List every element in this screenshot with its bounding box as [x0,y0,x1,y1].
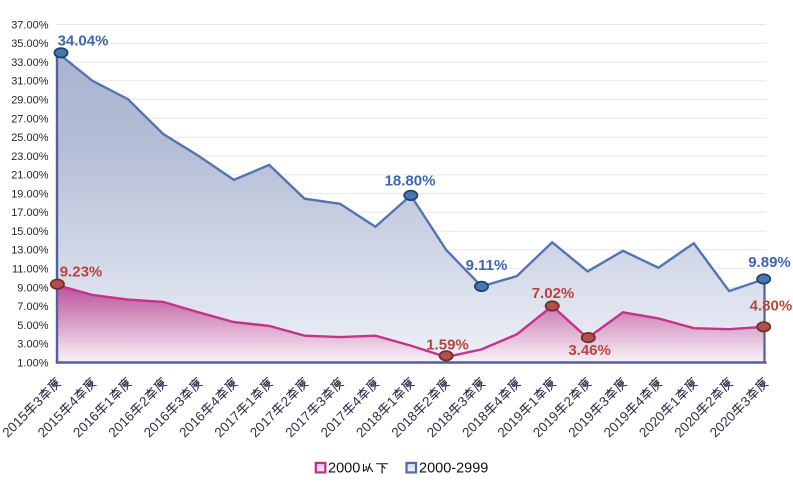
svg-text:2000-2999: 2000-2999 [419,461,488,477]
svg-text:33.00%: 33.00% [11,57,49,69]
svg-text:31.00%: 31.00% [11,76,49,88]
svg-text:23.00%: 23.00% [11,151,49,163]
svg-text:3.00%: 3.00% [17,339,48,351]
svg-text:1.00%: 1.00% [17,357,48,369]
svg-text:9.89%: 9.89% [748,254,791,271]
svg-text:15.00%: 15.00% [11,226,49,238]
svg-text:7.00%: 7.00% [17,301,48,313]
svg-text:35.00%: 35.00% [11,38,49,50]
svg-text:9.00%: 9.00% [17,282,48,294]
svg-text:27.00%: 27.00% [11,113,49,125]
svg-text:7.02%: 7.02% [532,285,575,302]
svg-text:1.59%: 1.59% [426,337,469,354]
svg-text:9.23%: 9.23% [60,263,103,280]
svg-text:3.46%: 3.46% [568,342,611,359]
svg-text:9.11%: 9.11% [466,257,508,274]
svg-text:4.80%: 4.80% [750,298,793,315]
svg-text:18.80%: 18.80% [385,172,436,189]
svg-text:29.00%: 29.00% [11,95,49,107]
svg-text:11.00%: 11.00% [12,264,49,276]
svg-text:17.00%: 17.00% [11,207,49,219]
svg-text:13.00%: 13.00% [11,245,49,257]
svg-text:21.00%: 21.00% [11,170,49,182]
svg-text:2000: 2000 [328,461,360,477]
svg-text:34.04%: 34.04% [58,33,109,50]
svg-text:5.00%: 5.00% [17,320,48,332]
svg-text:19.00%: 19.00% [11,188,49,200]
svg-text:37.00%: 37.00% [11,19,49,31]
svg-text:25.00%: 25.00% [11,132,49,144]
